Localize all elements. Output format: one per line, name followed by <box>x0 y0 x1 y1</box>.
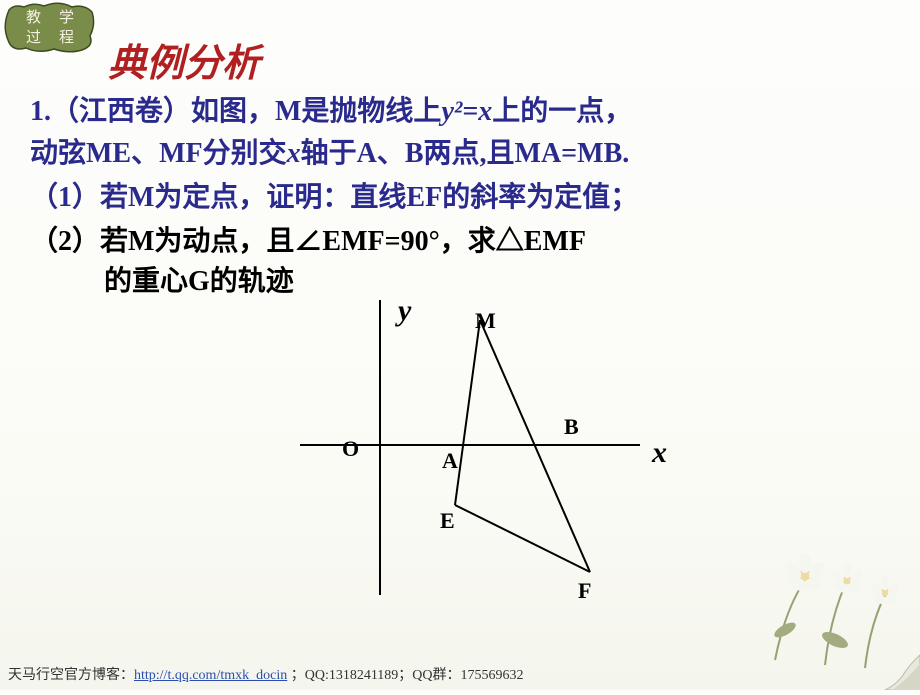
label-x: x <box>652 436 667 470</box>
problem-line-2: 动弦ME、MF分别交x轴于A、B两点,且MA=MB. <box>30 134 629 173</box>
label-A: A <box>442 448 458 474</box>
footer-credits: 天马行空官方博客：http://t.qq.com/tmxk_docin ；QQ:… <box>8 664 524 684</box>
decorative-flowers <box>735 510 915 670</box>
footer-suffix: ；QQ:1318241189；QQ群：175569632 <box>287 668 523 683</box>
badge-char: 过 <box>26 29 41 46</box>
label-O: O <box>342 436 359 462</box>
badge-char: 程 <box>59 29 74 46</box>
badge-char: 学 <box>59 9 74 26</box>
section-title: 典例分析 <box>108 32 260 87</box>
text: （1）若M为定点，证明：直线EF的斜率为定值； <box>30 182 638 213</box>
label-F: F <box>578 578 591 604</box>
label-M: M <box>475 308 496 334</box>
footer-link[interactable]: http://t.qq.com/tmxk_docin <box>134 668 287 683</box>
math: y²=x <box>441 96 492 127</box>
footer-prefix: 天马行空官方博客： <box>8 668 134 683</box>
text: （2）若M为动点，且∠EMF=90°，求△EMF <box>30 226 586 257</box>
label-E: E <box>440 508 455 534</box>
text: 1.（江西卷）如图，M是抛物线上 <box>30 96 441 127</box>
problem-part-2a: （2）若M为动点，且∠EMF=90°，求△EMF <box>30 222 586 261</box>
line-EF <box>455 505 590 572</box>
badge-char: 教 <box>26 9 41 26</box>
line-ME <box>455 320 480 505</box>
problem-part-2b: 的重心G的轨迹 <box>104 262 294 301</box>
lesson-badge: 教 学 过 程 <box>4 2 96 54</box>
text: 的重心G的轨迹 <box>104 266 294 297</box>
label-B: B <box>564 414 579 440</box>
label-y: y <box>398 294 411 328</box>
problem-line-1: 1.（江西卷）如图，M是抛物线上y²=x上的一点， <box>30 92 632 131</box>
page-turn-icon[interactable] <box>880 650 920 690</box>
text: 上的一点， <box>492 96 632 127</box>
text: 轴于A、B两点,且MA=MB. <box>301 138 630 169</box>
math: x <box>287 138 301 169</box>
problem-part-1: （1）若M为定点，证明：直线EF的斜率为定值； <box>30 178 638 217</box>
geometry-diagram: y x O M A B E F <box>300 290 680 610</box>
text: 动弦ME、MF分别交 <box>30 138 287 169</box>
